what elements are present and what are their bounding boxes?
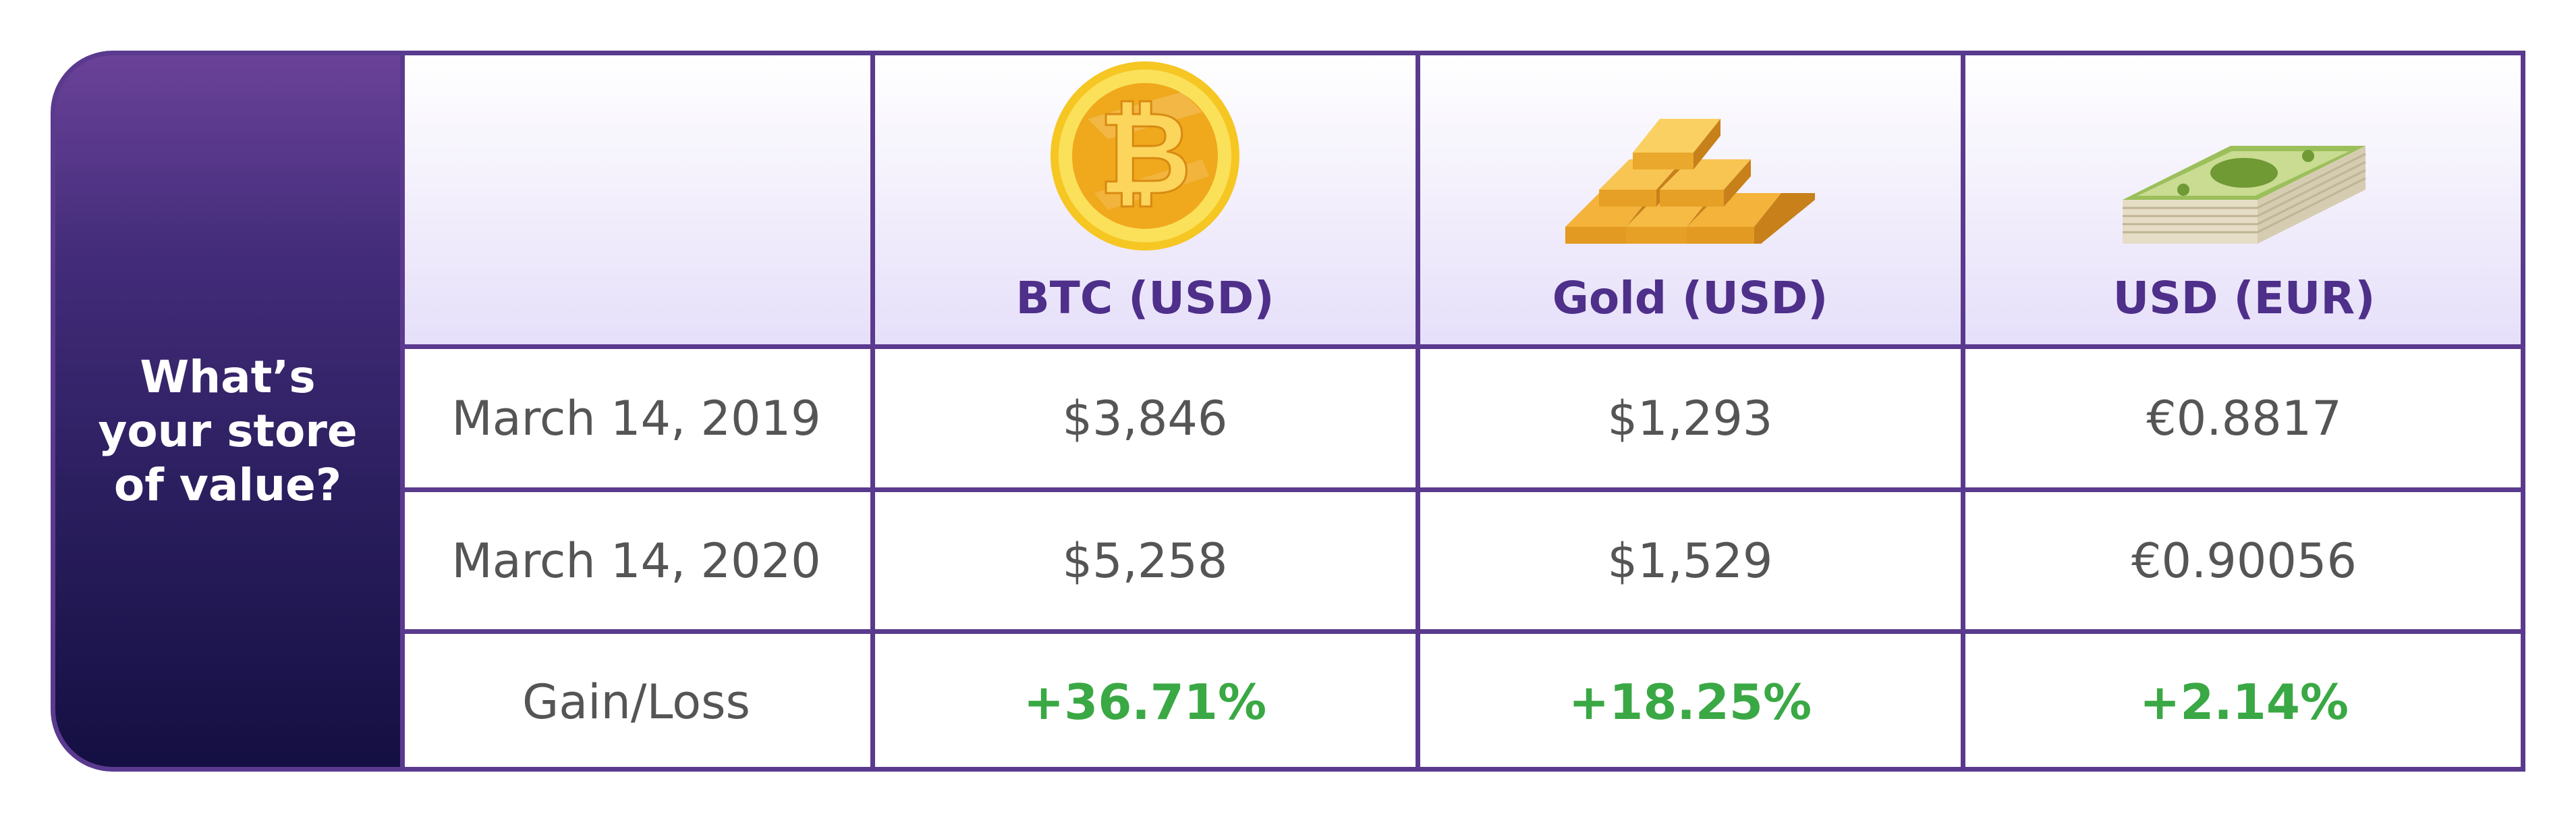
svg-text:₿: ₿	[1098, 87, 1192, 221]
gold-bars-icon	[1559, 78, 1822, 257]
cell-usd-2020: €0.90056	[2131, 533, 2357, 589]
cell-btc-2020: $5,258	[1062, 533, 1228, 589]
grid-line-left	[400, 55, 405, 767]
cell-gold-2020: $1,529	[1607, 533, 1773, 589]
cell-btc-gain: +36.71%	[1023, 673, 1267, 730]
header-empty-cell	[400, 55, 872, 347]
grid-line-v1	[870, 55, 875, 767]
side-title-panel: What’s your store of value?	[51, 51, 405, 772]
column-label-gold: Gold (USD)	[1552, 272, 1828, 324]
header-cell-btc: ₿ ₿ BTC (USD)	[872, 55, 1418, 347]
bitcoin-coin-icon: ₿ ₿	[1047, 58, 1243, 257]
grid-line-h1	[400, 344, 2521, 349]
row-label-2019: March 14, 2019	[451, 391, 821, 446]
cell-btc-2019: $3,846	[1062, 391, 1228, 446]
cell-gold-gain: +18.25%	[1568, 673, 1812, 730]
store-of-value-table: What’s your store of value? ₿ ₿ BTC (USD…	[51, 51, 2525, 772]
table-grid: ₿ ₿ BTC (USD)	[400, 51, 2525, 772]
cell-usd-2019: €0.8817	[2146, 391, 2342, 446]
header-cell-gold: Gold (USD)	[1418, 55, 1963, 347]
row-label-2020: March 14, 2020	[451, 533, 821, 589]
column-label-usd: USD (EUR)	[2112, 272, 2376, 324]
column-label-btc: BTC (USD)	[1015, 272, 1275, 324]
cell-gold-2019: $1,293	[1607, 391, 1773, 446]
row-label-gain-loss: Gain/Loss	[522, 674, 751, 730]
table-title: What’s your store of value?	[98, 351, 358, 511]
cell-usd-gain: +2.14%	[2139, 673, 2349, 730]
grid-line-h2	[400, 487, 2521, 492]
header-cell-usd: USD (EUR)	[1963, 55, 2525, 347]
grid-line-h3	[400, 629, 2521, 634]
cash-stack-icon	[2116, 119, 2372, 257]
grid-line-v2	[1416, 55, 1420, 767]
svg-text:₿: ₿	[1098, 87, 1192, 221]
grid-line-v3	[1961, 55, 1965, 767]
